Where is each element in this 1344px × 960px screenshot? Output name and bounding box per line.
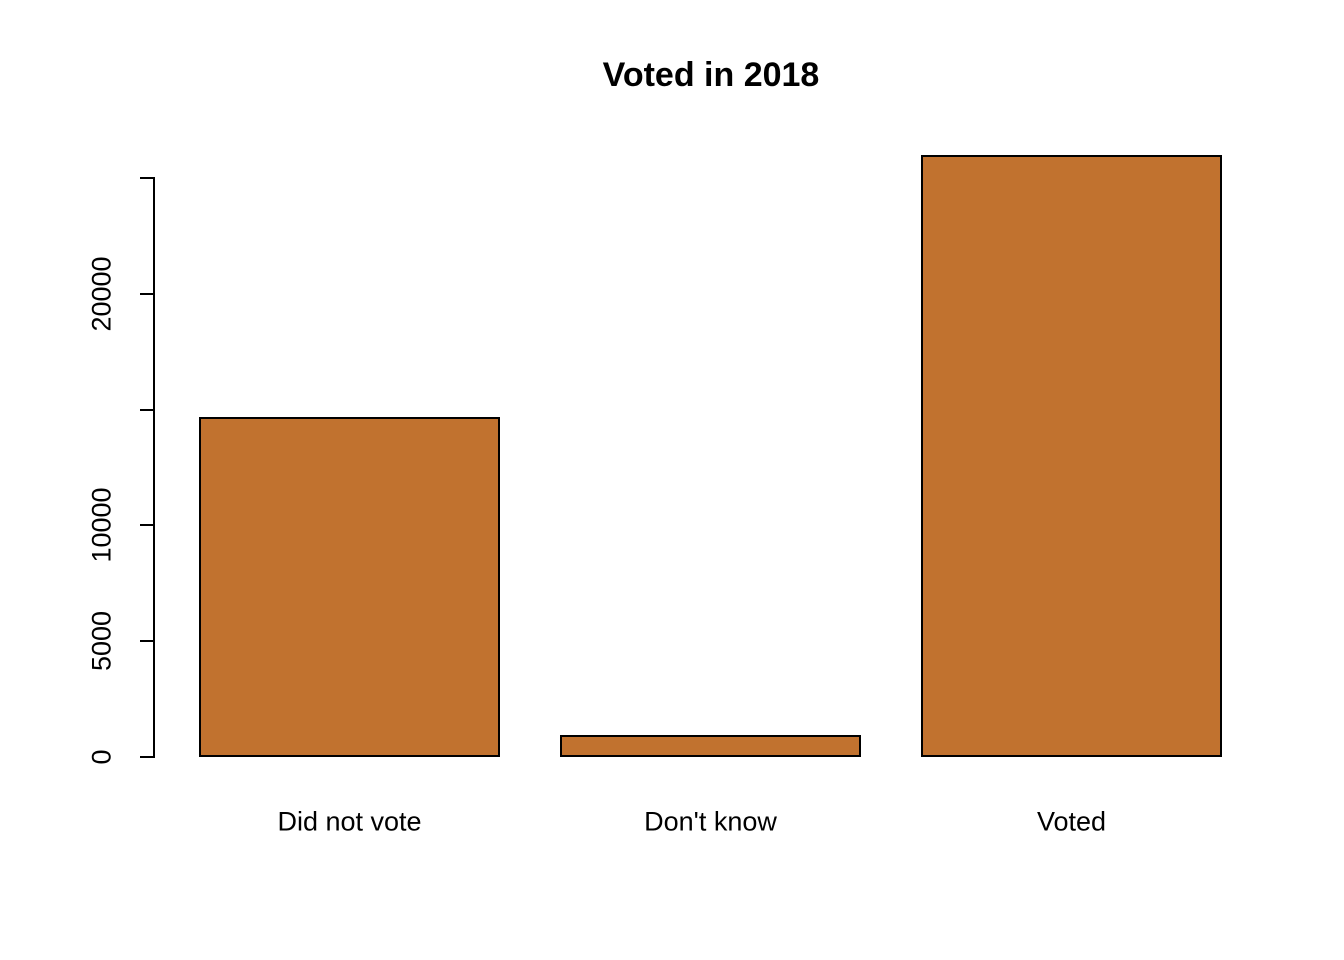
- y-tick-label-20000: 20000: [86, 256, 117, 332]
- y-tick-label-0: 0: [86, 749, 117, 765]
- y-tick-label-5000: 5000: [86, 611, 117, 672]
- bar-don-t-know: [560, 734, 861, 757]
- bar-voted: [921, 154, 1222, 757]
- y-tick-15000: [140, 408, 155, 411]
- y-tick-0: [140, 756, 155, 758]
- y-tick-25000: [140, 177, 155, 179]
- bar-did-not-vote: [199, 416, 500, 757]
- x-category-label-voted: Voted: [1036, 806, 1107, 837]
- y-tick-10000: [140, 524, 155, 527]
- y-tick-20000: [140, 292, 155, 295]
- chart-title: Voted in 2018: [602, 56, 820, 94]
- y-tick-5000: [140, 640, 155, 643]
- x-category-label-did-not-vote: Did not vote: [277, 806, 422, 837]
- y-tick-label-10000: 10000: [86, 487, 117, 563]
- y-axis-line: [153, 177, 155, 758]
- x-category-label-don-t-know: Don't know: [644, 806, 777, 837]
